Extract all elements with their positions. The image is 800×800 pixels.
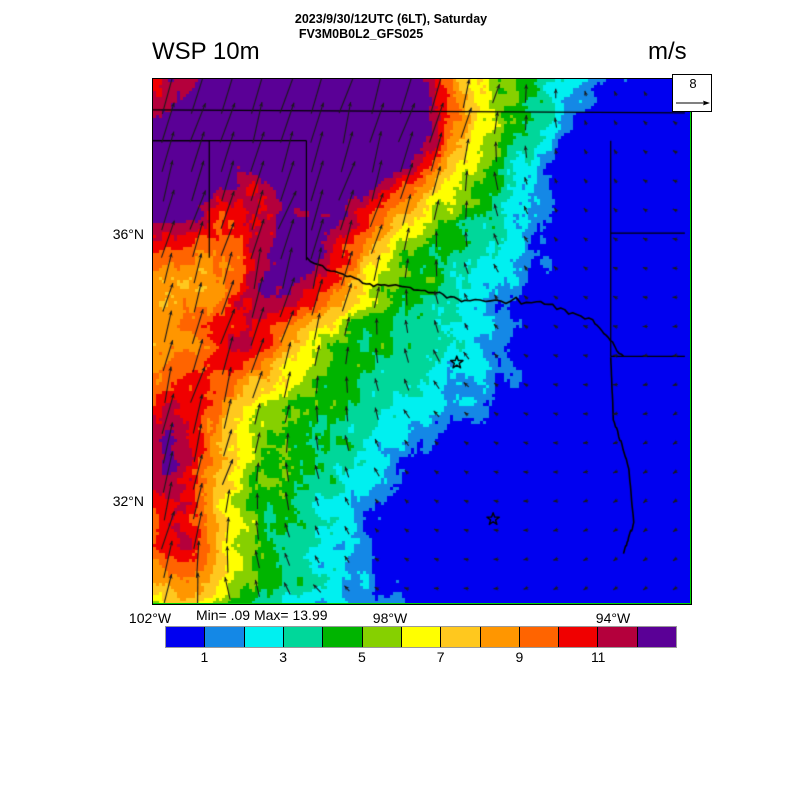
- colorbar-band: [559, 627, 599, 647]
- colorbar-band: [283, 627, 324, 647]
- colorbar-tick: 9: [515, 649, 524, 665]
- reference-vector-value: 8: [689, 76, 697, 91]
- colorbar-tick: 1: [200, 649, 209, 665]
- field-label: WSP 10m: [152, 38, 260, 65]
- colorbar-band: [480, 627, 520, 647]
- min-max-stats: Min= .09 Max= 13.99: [196, 607, 328, 623]
- lat-tick-36n: 36°N: [112, 226, 144, 242]
- map-plot-area: [152, 78, 692, 605]
- colorbar-tick-labels: 1 3 5 7 9 11: [165, 649, 677, 669]
- colorbar-tick: 11: [590, 649, 606, 665]
- lat-tick-32n: 32°N: [112, 493, 144, 509]
- lon-tick-102w: 102°W: [128, 610, 172, 626]
- colorbar-tick: 7: [436, 649, 445, 665]
- colorbar-band: [244, 627, 284, 647]
- forecast-datetime: 2023/9/30/12UTC (6LT), Saturday: [294, 12, 488, 26]
- colorbar-tick: 5: [358, 649, 366, 665]
- colorbar-band: [519, 627, 560, 647]
- wind-speed-field-canvas: [153, 79, 690, 603]
- colorbar: [165, 626, 677, 648]
- colorbar-band: [362, 627, 402, 647]
- colorbar-tick: 3: [279, 649, 288, 665]
- colorbar-band: [441, 627, 481, 647]
- colorbar-band: [166, 627, 206, 647]
- colorbar-band: [323, 627, 363, 647]
- reference-vector-legend: 8: [672, 74, 712, 112]
- colorbar-band: [401, 627, 442, 647]
- colorbar-band: [637, 627, 677, 647]
- model-id: FV3M0B0L2_GFS025: [298, 27, 424, 41]
- lon-tick-98w: 98°W: [372, 610, 408, 626]
- colorbar-band: [205, 627, 245, 647]
- title-block: 2023/9/30/12UTC (6LT), Saturday FV3M0B0L…: [0, 12, 800, 42]
- colorbar-band: [598, 627, 638, 647]
- units-label: m/s: [648, 38, 687, 65]
- arrow-right-icon: [676, 100, 710, 106]
- lon-tick-94w: 94°W: [595, 610, 631, 626]
